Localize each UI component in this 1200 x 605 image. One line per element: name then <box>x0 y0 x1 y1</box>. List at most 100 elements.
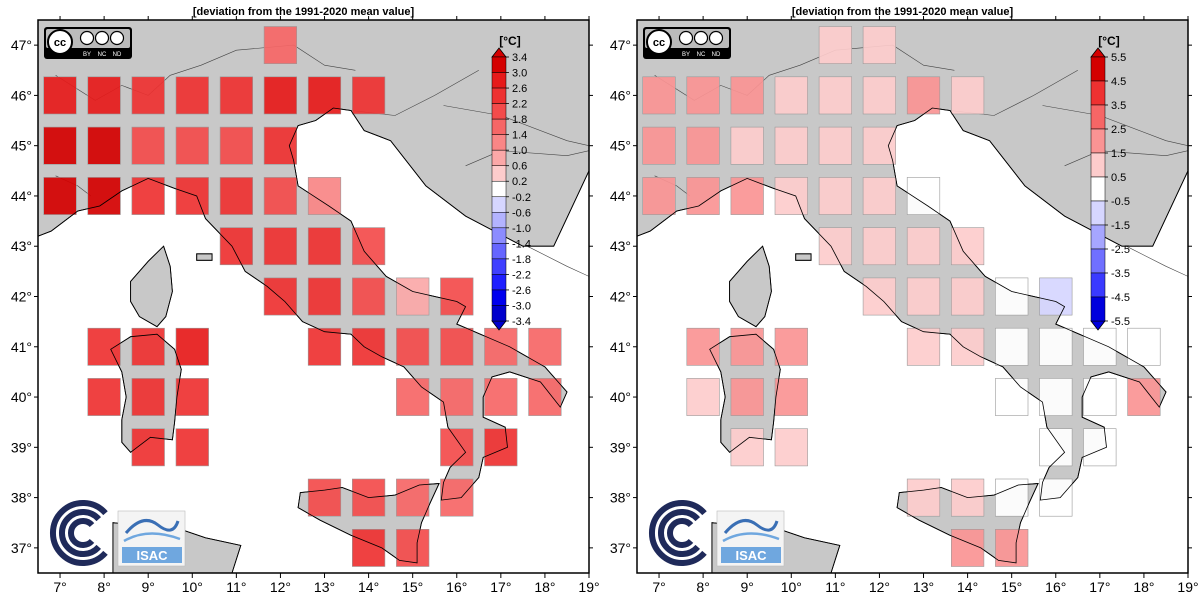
isac-wave-icon <box>723 519 779 534</box>
grid-cell <box>307 478 342 517</box>
grid-cell <box>307 76 342 115</box>
coastline <box>297 483 440 564</box>
colorbar-tick-label: -3.4 <box>512 316 531 328</box>
by-icon <box>79 30 95 46</box>
isac-logo-text: ISAC <box>735 548 767 563</box>
grid-cell <box>774 327 808 366</box>
lat-label: 38° <box>11 490 32 506</box>
lon-label: 8° <box>696 579 709 595</box>
grid-cell <box>131 76 165 115</box>
lon-label: 16° <box>446 579 467 595</box>
colorbar-tick-label: 4.5 <box>1111 76 1126 88</box>
lon-label: 13° <box>314 579 335 595</box>
grid-cell <box>175 428 209 467</box>
colorbar-bin <box>491 212 507 229</box>
grid-cell <box>950 277 985 316</box>
grid-cell <box>862 126 896 165</box>
lon-label: 12° <box>270 579 291 595</box>
grid-cell <box>307 227 342 266</box>
grid-cell <box>995 528 1029 567</box>
grid-cell <box>906 327 941 366</box>
cc-icon <box>47 29 73 55</box>
colorbar-tick-label: -5.5 <box>1111 316 1130 328</box>
lon-label: 17° <box>490 579 511 595</box>
lon-label: 18° <box>1133 579 1154 595</box>
colorbar-bin <box>491 258 507 275</box>
lat-label: 38° <box>610 490 631 506</box>
lat-label: 46° <box>11 87 32 103</box>
colorbar-bin <box>491 134 507 151</box>
grid-cell <box>642 126 676 165</box>
grid-cell <box>396 277 430 316</box>
grid-cell <box>263 76 298 115</box>
grid-cell <box>219 76 254 115</box>
grid-cell <box>818 76 852 115</box>
grid-cell <box>686 378 720 416</box>
colorbar-unit: [°C] <box>1098 34 1119 48</box>
grid-cell <box>774 76 808 115</box>
lat-label: 43° <box>11 238 32 254</box>
grid-cell <box>219 177 254 215</box>
colorbar-tick-label: 3.0 <box>512 68 527 80</box>
boundary-line <box>1042 105 1188 146</box>
colorbar-tick-label: 2.5 <box>1111 124 1126 136</box>
grid-cell <box>730 327 764 366</box>
lon-label: 9° <box>741 579 754 595</box>
colorbar-tick-label: 5.5 <box>1111 52 1126 64</box>
grid-cell <box>87 378 121 416</box>
license-label: BY <box>682 52 690 58</box>
grid-cell <box>862 177 896 215</box>
colorbar-bin <box>1090 80 1106 106</box>
grid-cell <box>774 177 808 215</box>
grid-cell <box>995 327 1029 366</box>
cnr-logo <box>648 500 707 566</box>
grid-cell <box>351 528 386 567</box>
colorbar-bin <box>491 165 507 182</box>
colorbar-bin <box>1090 224 1106 250</box>
coastline <box>709 333 781 453</box>
grid-cell <box>131 378 165 416</box>
grid-cell <box>642 76 676 115</box>
lon-label: 15° <box>1001 579 1022 595</box>
lat-label: 44° <box>610 188 631 204</box>
grid-cell <box>440 277 474 316</box>
colorbar: 5.5 4.5 3.5 2.5 1.5 0.5 -0.5 -1.5 -2.5 -3.5 -4.5 -5… <box>1090 34 1130 331</box>
coastline <box>38 20 589 501</box>
coastline <box>637 20 1188 501</box>
grid-cell <box>440 478 474 517</box>
isac-wave-icon <box>722 532 780 543</box>
lon-label: 18° <box>534 579 555 595</box>
grid-cell <box>1039 478 1073 517</box>
grid-cell <box>351 277 386 316</box>
cnr-logo-arc <box>59 509 101 557</box>
lat-label: 37° <box>11 540 32 556</box>
lon-label: 14° <box>358 579 379 595</box>
colorbar-tick-label: -4.5 <box>1111 292 1130 304</box>
coastline <box>110 333 182 453</box>
colorbar-bin <box>491 72 507 89</box>
grid-cell <box>43 76 77 115</box>
grid-cell <box>87 76 121 115</box>
colorbar-tick-label: -3.5 <box>1111 268 1130 280</box>
colorbar-bin <box>491 56 507 73</box>
land-elba <box>795 253 812 261</box>
lat-label: 45° <box>11 138 32 154</box>
grid-cell <box>219 227 254 266</box>
grid-cell <box>1039 428 1073 467</box>
lat-label: 39° <box>11 439 32 455</box>
colorbar-tick-label: -2.2 <box>512 269 531 281</box>
map-panel-2: 7° 8° 9° 10° 11° 12° 13° 14° 15° 16° 17° 18° 19° 47° 4… <box>610 6 1199 595</box>
coastline <box>130 245 173 328</box>
grid-cell <box>396 478 430 517</box>
grid-cell <box>686 76 720 115</box>
colorbar-bin <box>491 227 507 244</box>
lat-label: 37° <box>610 540 631 556</box>
colorbar-bin <box>1090 104 1106 130</box>
grid-cell <box>730 126 764 165</box>
colorbar-tick-label: -1.4 <box>512 238 531 250</box>
isac-wave-icon <box>123 532 181 543</box>
map-title: [deviation from the 1991-2020 mean value… <box>193 6 415 18</box>
cc-icon <box>646 29 672 55</box>
colorbar-tick-label: -0.5 <box>1111 196 1130 208</box>
map-panel-1: 7° 8° 9° 10° 11° 12° 13° 14° 15° 16° 17° 18° 19° 47° 4… <box>11 6 600 595</box>
